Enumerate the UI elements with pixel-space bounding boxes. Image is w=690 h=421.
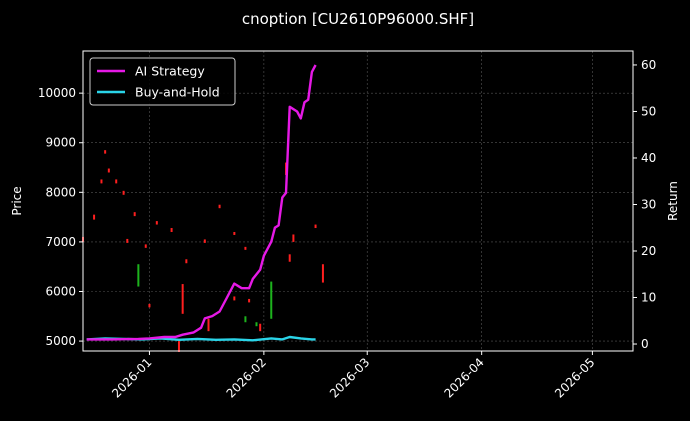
y-tick-label-0: 5000 (45, 334, 76, 348)
candle-30 (292, 234, 295, 242)
candle-1 (93, 214, 96, 220)
return-series (86, 64, 317, 342)
series-line-0 (86, 64, 317, 341)
candle-26 (259, 323, 262, 332)
legend-label-1: Buy-and-Hold (135, 85, 220, 100)
candle-2 (100, 179, 103, 184)
y2-tick-label-4: 40 (641, 151, 656, 165)
candle-25 (255, 322, 258, 327)
candle-20 (233, 296, 236, 301)
candle-21 (233, 231, 236, 235)
candle-32 (321, 264, 324, 283)
candle-18 (207, 318, 210, 332)
y2-tick-label-2: 20 (641, 244, 656, 258)
candle-8 (133, 212, 136, 217)
candle-15 (181, 284, 184, 314)
y2-tick-label-5: 50 (641, 104, 656, 118)
x-tick-label-2: 2026-03 (327, 355, 372, 400)
candle-6 (122, 190, 125, 195)
y-tick-label-5: 10000 (38, 86, 76, 100)
candle-22 (244, 316, 247, 323)
y2-tick-label-6: 60 (641, 58, 656, 72)
chart-title: cnoption [CU2610P96000.SHF] (242, 10, 474, 28)
candle-12 (155, 221, 158, 225)
y-tick-label-3: 8000 (45, 185, 76, 199)
candle-27 (270, 281, 273, 319)
candle-14 (177, 341, 180, 352)
candle-7 (126, 238, 129, 243)
candle-4 (107, 168, 110, 173)
y2-tick-label-1: 10 (641, 291, 656, 305)
y-tick-label-4: 9000 (45, 136, 76, 150)
x-axis-ticks: 2026-01 2026-02 2026-03 2026-04 2026-05 (109, 351, 598, 401)
x-tick-label-0: 2026-01 (109, 355, 154, 400)
x-tick-label-1: 2026-02 (224, 355, 269, 400)
candle-10 (144, 244, 147, 248)
legend-box (89, 57, 236, 106)
legend: AI Strategy Buy-and-Hold (89, 57, 236, 106)
legend-label-0: AI Strategy (135, 64, 205, 79)
y-tick-label-2: 7000 (45, 235, 76, 249)
y2-tick-label-3: 30 (641, 197, 656, 211)
candle-24 (248, 298, 251, 303)
y-axis-label: Price (10, 186, 24, 215)
candle-5 (115, 179, 118, 184)
y2-axis-ticks: 0 10 20 30 40 50 60 (633, 58, 656, 351)
candle-9 (137, 264, 140, 287)
candle-31 (314, 224, 317, 229)
candle-16 (185, 259, 188, 264)
grid-lines (83, 51, 633, 351)
candle-23 (244, 246, 247, 250)
candle-29 (288, 254, 291, 262)
candle-3 (104, 150, 107, 154)
candle-17 (203, 239, 206, 243)
y-tick-label-1: 6000 (45, 284, 76, 298)
x-tick-label-4: 2026-05 (552, 355, 597, 400)
candle-11 (148, 303, 151, 308)
y2-axis-label: Return (666, 181, 680, 221)
y2-tick-label-0: 0 (641, 337, 649, 351)
candle-19 (218, 204, 221, 209)
candle-13 (170, 228, 173, 232)
y-axis-ticks: 5000 6000 7000 8000 9000 10000 (38, 86, 83, 348)
x-tick-label-3: 2026-04 (441, 355, 486, 400)
plot-frame (82, 50, 634, 352)
